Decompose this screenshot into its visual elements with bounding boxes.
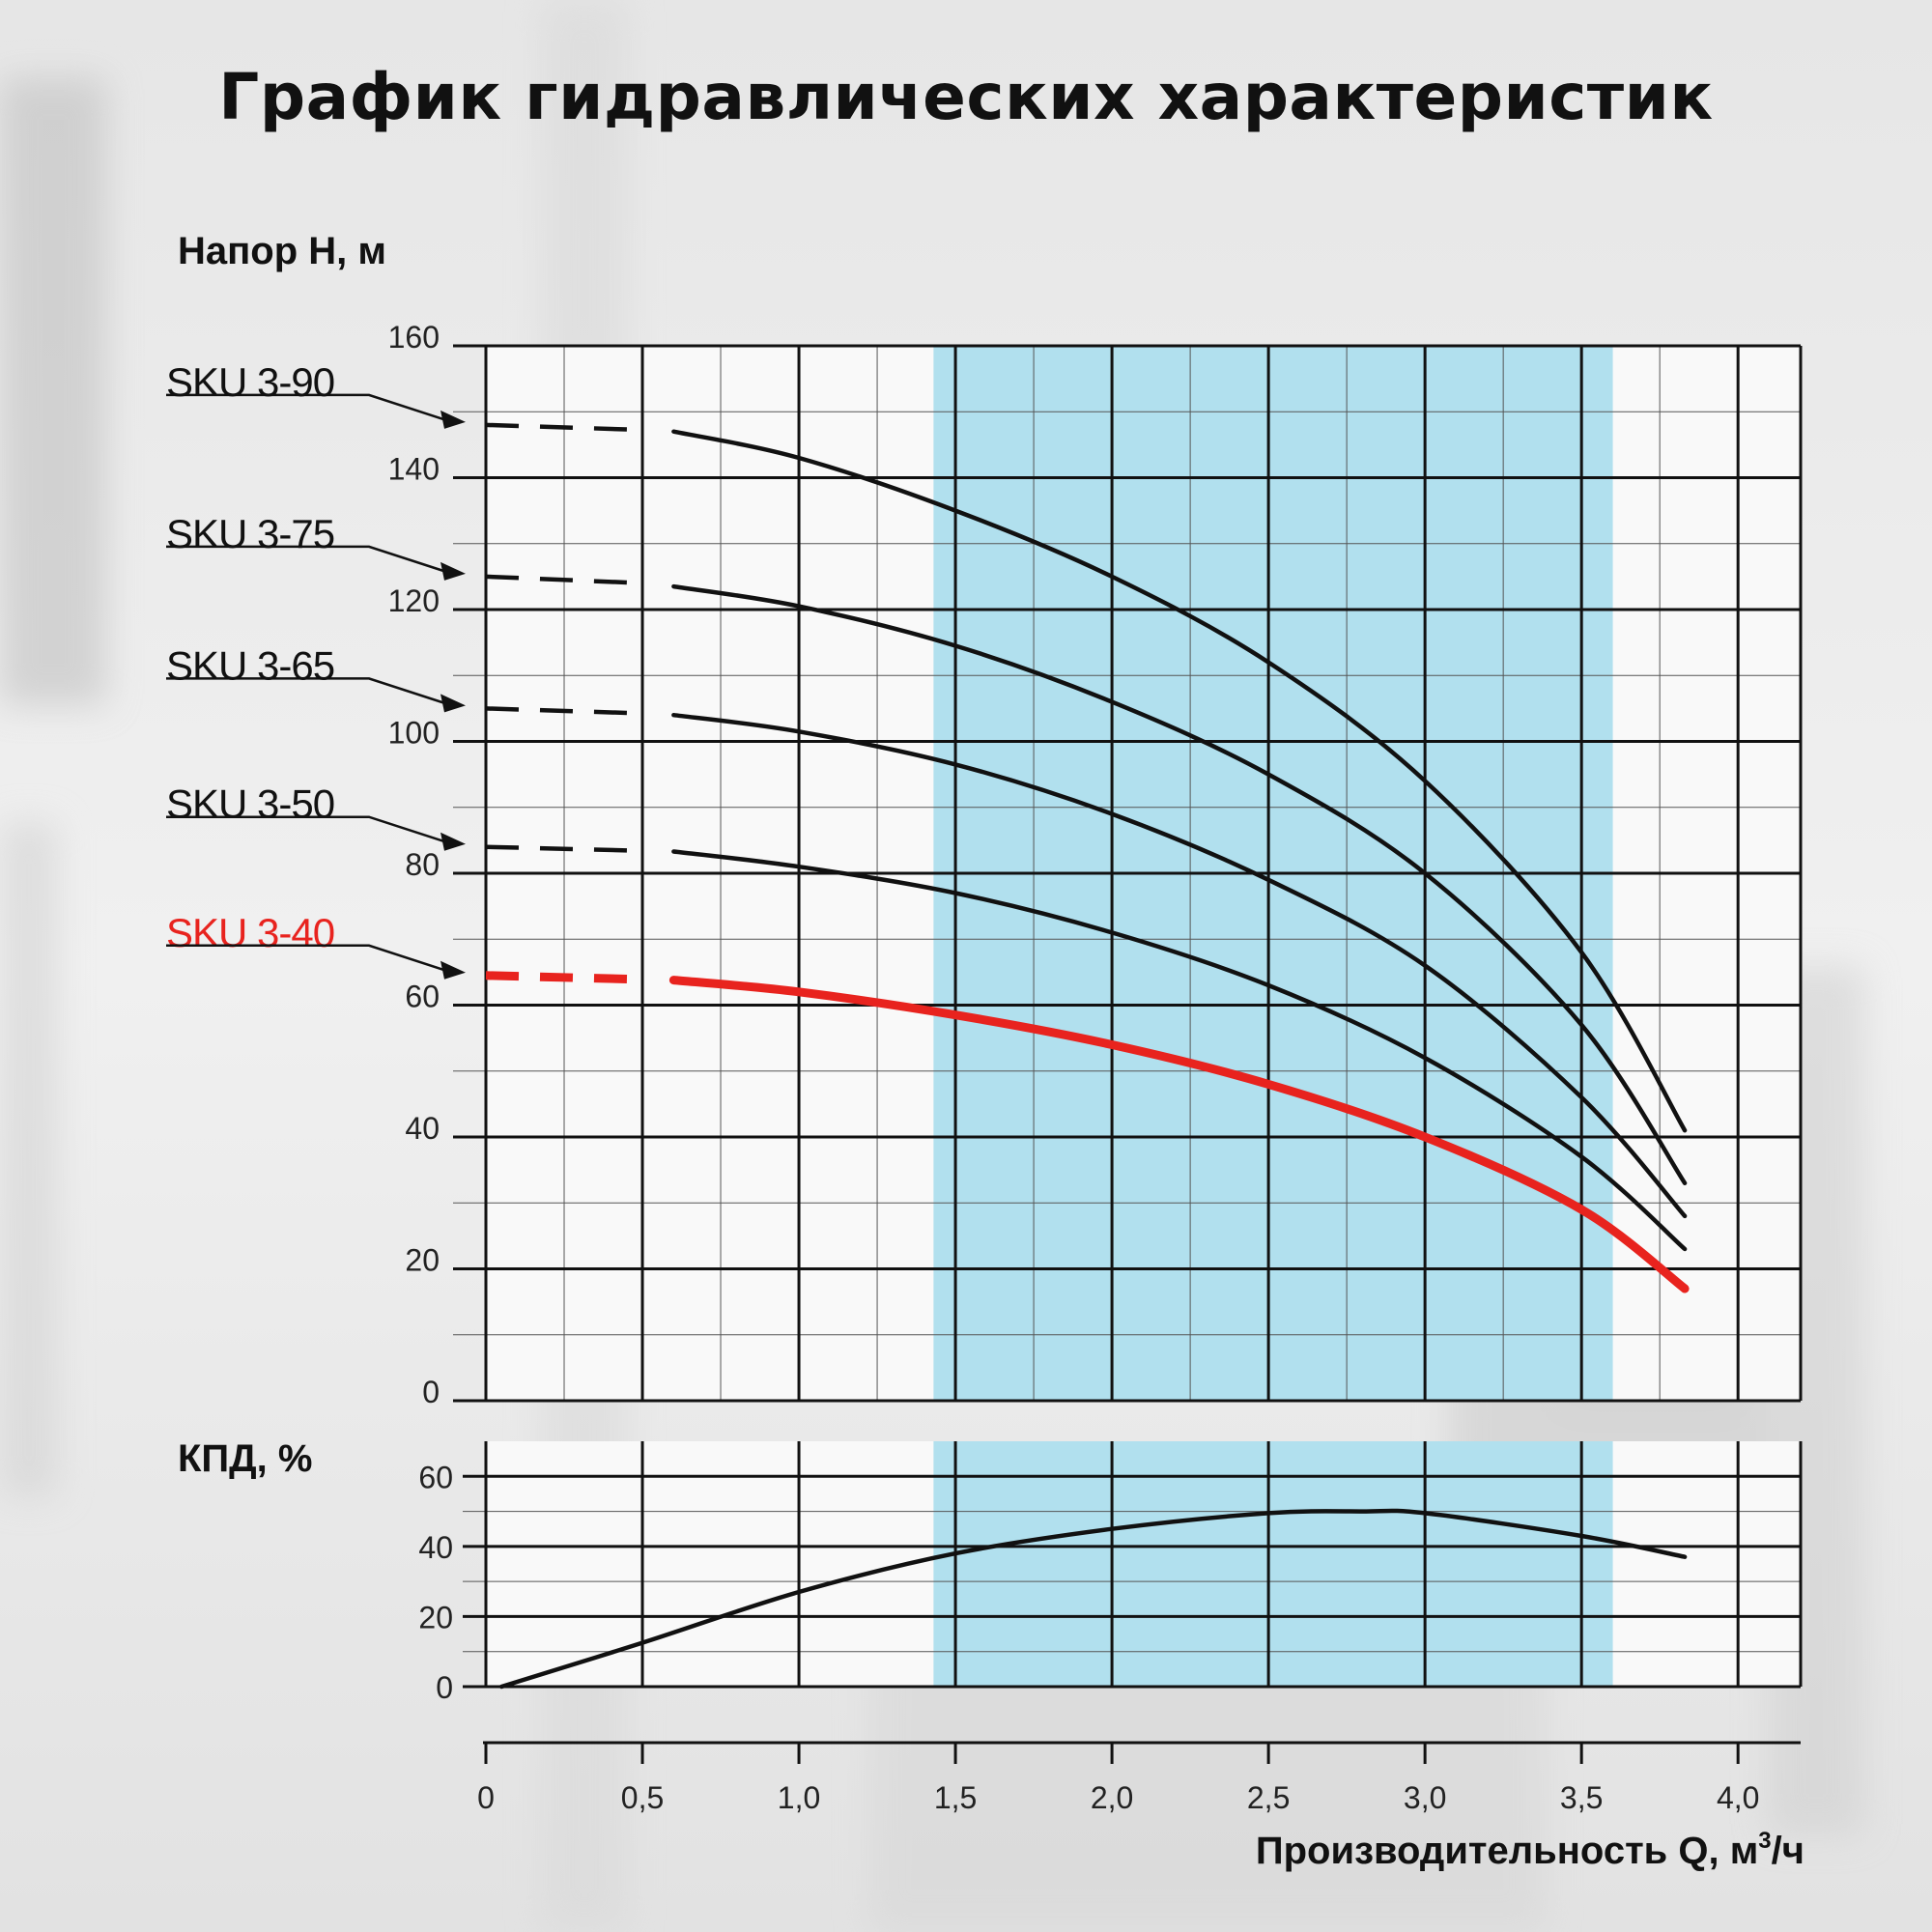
y-tick-label: 20 bbox=[405, 1243, 440, 1278]
arrow-head bbox=[440, 694, 466, 713]
y-tick-label: 160 bbox=[388, 320, 440, 355]
y-tick-label: 60 bbox=[418, 1460, 453, 1494]
head-axis-title: Напор H, м bbox=[178, 230, 386, 272]
x-tick-label: 2,5 bbox=[1247, 1780, 1290, 1815]
efficiency-chart-panel: 0 20 40 60 0 0,5 1,0 1,5 2,0 2,5 3,0 3,5 4,0 bbox=[418, 1441, 1803, 1815]
series-label: SKU 3-50 bbox=[166, 781, 334, 827]
series-pointer-arrow bbox=[166, 393, 453, 424]
series-label: SKU 3-90 bbox=[166, 359, 334, 405]
series-label: SKU 3-40 bbox=[166, 910, 334, 955]
x-axis-title: Производительность Q, м3/ч bbox=[1255, 1828, 1804, 1872]
series-pointer-arrow bbox=[166, 815, 453, 845]
x-tick-label: 4,0 bbox=[1717, 1780, 1759, 1815]
series-label: SKU 3-75 bbox=[166, 511, 334, 556]
series-dashed-segment bbox=[485, 422, 643, 433]
series-dashed-segment bbox=[485, 971, 643, 984]
efficiency-axis-title: КПД, % bbox=[178, 1437, 313, 1480]
series-line bbox=[671, 712, 1688, 1219]
arrow-head bbox=[440, 561, 466, 581]
y-tick-label: 0 bbox=[436, 1670, 453, 1705]
series-line bbox=[668, 976, 1690, 1293]
y-tick-label: 40 bbox=[405, 1111, 440, 1146]
y-tick-label: 20 bbox=[418, 1600, 453, 1634]
x-tick-label: 2,0 bbox=[1091, 1780, 1133, 1815]
series-dashed-segment bbox=[485, 844, 643, 854]
y-tick-label: 140 bbox=[388, 452, 440, 487]
y-tick-label: 0 bbox=[422, 1375, 440, 1409]
y-tick-label: 120 bbox=[388, 583, 440, 618]
y-tick-label: 100 bbox=[388, 716, 440, 751]
series-dashed-segment bbox=[485, 706, 643, 716]
series-label: SKU 3-65 bbox=[166, 642, 334, 688]
x-tick-label: 1,5 bbox=[934, 1780, 977, 1815]
series-pointer-arrow bbox=[166, 545, 453, 576]
x-tick-label: 3,0 bbox=[1404, 1780, 1446, 1815]
recommended-range-band bbox=[933, 1441, 1613, 1687]
arrow-head bbox=[440, 410, 466, 429]
series-line bbox=[671, 849, 1688, 1252]
head-chart-panel: 0 20 40 60 80 100 120 140 160 SKU 3-90 SKU 3-75 SKU… bbox=[166, 320, 1803, 1409]
x-tick-label: 3,5 bbox=[1560, 1780, 1603, 1815]
page-title: График гидравлических характеристик bbox=[218, 60, 1714, 134]
y-tick-label: 40 bbox=[418, 1530, 453, 1565]
series-dashed-segment bbox=[485, 574, 643, 585]
x-tick-label: 0 bbox=[477, 1780, 495, 1815]
y-tick-label: 80 bbox=[405, 847, 440, 882]
series-line bbox=[671, 429, 1688, 1133]
arrow-head bbox=[440, 960, 466, 980]
x-tick-label: 0,5 bbox=[621, 1780, 664, 1815]
arrow-head bbox=[440, 832, 466, 851]
series-pointer-arrow bbox=[166, 944, 453, 974]
x-tick-label: 1,0 bbox=[778, 1780, 820, 1815]
efficiency-curve bbox=[498, 1508, 1688, 1690]
series-line bbox=[671, 583, 1688, 1186]
series-pointer-arrow bbox=[166, 677, 453, 707]
y-tick-label: 60 bbox=[405, 980, 440, 1014]
